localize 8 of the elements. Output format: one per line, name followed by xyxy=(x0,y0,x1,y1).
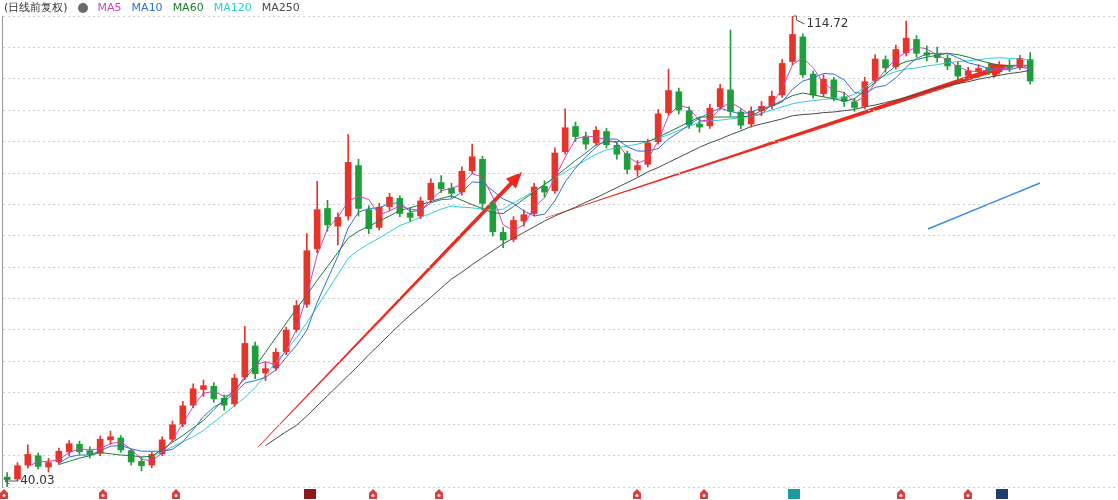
text: MA60 xyxy=(172,1,204,14)
text: MA250 xyxy=(261,1,300,14)
annotation: 40.03 xyxy=(20,473,55,488)
text: MA5 xyxy=(97,1,122,14)
text: MA120 xyxy=(213,1,252,14)
chart-title: (日线前复权) xyxy=(4,1,68,14)
annotation: 114.72 xyxy=(806,16,849,31)
text: MA10 xyxy=(131,1,163,14)
